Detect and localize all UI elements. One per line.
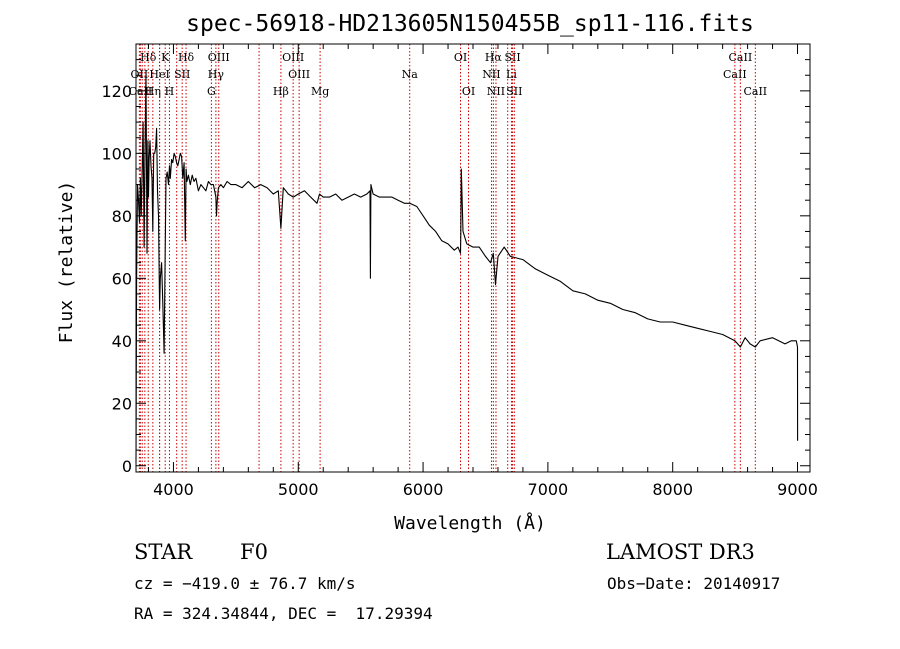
marker-label-13: OIII <box>288 68 310 81</box>
marker-label-4: OIII <box>282 51 304 64</box>
chart-title: spec-56918-HD213605N150455B_sp11-116.fit… <box>186 11 754 37</box>
marker-label-17: CaII <box>723 68 747 81</box>
marker-label-22: Hβ <box>273 85 289 98</box>
y-tick-label-4: 80 <box>112 207 132 226</box>
observation-date: Obs−Date: 20140917 <box>607 574 781 593</box>
y-axis-label: Flux (relative) <box>56 181 77 344</box>
marker-label-12: Hγ <box>208 68 225 81</box>
marker-label-3: OIII <box>208 51 230 64</box>
marker-label-14: Na <box>402 68 419 81</box>
y-tick-label-5: 100 <box>101 144 132 163</box>
marker-label-25: NII <box>487 85 505 98</box>
marker-label-19: Hη <box>145 85 161 98</box>
marker-label-21: G <box>207 85 216 98</box>
marker-label-7: SII <box>504 51 520 64</box>
marker-label-16: Li <box>506 68 517 81</box>
marker-label-24: OI <box>462 85 475 98</box>
redshift-velocity: cz = −419.0 ± 76.7 km/s <box>134 574 356 593</box>
y-tick-label-2: 40 <box>112 332 132 351</box>
y-tick-label-6: 120 <box>101 82 132 101</box>
marker-label-6: Hα <box>485 51 503 64</box>
x-tick-label-1: 5000 <box>278 480 319 499</box>
spectrum-line-0 <box>135 74 799 463</box>
marker-label-1: K <box>161 51 170 64</box>
x-tick-label-2: 6000 <box>403 480 444 499</box>
spectrum-series <box>135 74 799 463</box>
marker-label-20: H <box>165 85 175 98</box>
x-tick-label-5: 9000 <box>777 480 818 499</box>
x-tick-label-4: 8000 <box>652 480 693 499</box>
marker-label-10: HeI <box>149 68 169 81</box>
marker-label-5: OI <box>454 51 467 64</box>
x-tick-label-3: 7000 <box>528 480 569 499</box>
marker-label-26: SII <box>506 85 522 98</box>
y-tick-label-3: 60 <box>112 269 132 288</box>
y-axis: 0 20 40 60 80 100 120 <box>101 59 810 476</box>
sky-coordinates: RA = 324.34844, DEC = 17.29394 <box>134 604 433 623</box>
plot-frame <box>135 43 811 473</box>
marker-label-23: Mg <box>311 85 329 98</box>
marker-label-2: Hδ <box>178 51 195 64</box>
x-axis-label: Wavelength (Å) <box>394 512 546 534</box>
marker-label-0: Hδ <box>140 51 157 64</box>
marker-label-8: CaII <box>729 51 753 64</box>
x-axis: 4000 5000 6000 7000 8000 9000 <box>147 44 818 499</box>
y-tick-label-1: 20 <box>112 394 132 413</box>
survey-name: LAMOST DR3 <box>606 540 755 564</box>
object-subclass: F0 <box>240 540 268 564</box>
marker-label-9: OII <box>131 68 149 81</box>
marker-label-27: CaII <box>743 85 767 98</box>
x-tick-label-0: 4000 <box>153 480 194 499</box>
object-class: STAR <box>134 540 193 564</box>
marker-label-15: NII <box>482 68 500 81</box>
y-tick-label-0: 0 <box>122 457 132 476</box>
marker-label-11: SII <box>174 68 190 81</box>
